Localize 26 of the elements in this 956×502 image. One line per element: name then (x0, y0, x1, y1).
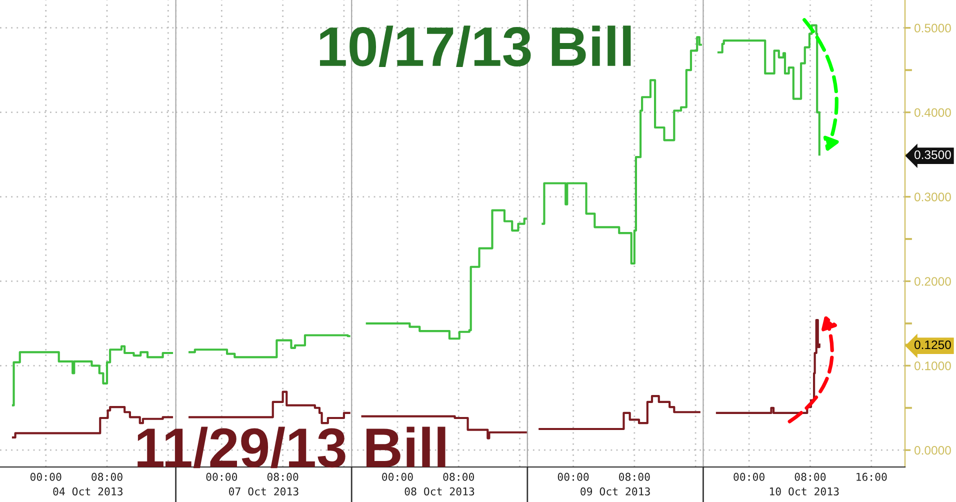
x-tick-label: 00:00 (30, 472, 62, 481)
x-tick-label: 00:00 (206, 472, 238, 481)
series-label: 10/17/13 Bill (320, 26, 631, 67)
x-axis-title: 09 Oct 2013 (580, 487, 650, 496)
y-tick-label: 0.3000 (914, 192, 951, 202)
x-tick-label: 08:00 (443, 472, 474, 481)
series-label: 11/29/13 Bill (138, 426, 446, 468)
y-tick-label: 0.0000 (914, 446, 951, 455)
x-tick-label: 08:00 (619, 472, 650, 481)
x-tick-label: 08:00 (267, 472, 298, 481)
x-axis-title: 04 Oct 2013 (53, 487, 123, 496)
x-axis-title: 10 Oct 2013 (770, 487, 839, 496)
x-tick-label: 00:00 (558, 472, 589, 481)
x-tick-label: 08:00 (92, 472, 122, 481)
y-tick-label: 0.3500 (914, 150, 951, 160)
x-axis-title: 07 Oct 2013 (228, 487, 298, 496)
x-tick-label: 00:00 (734, 472, 764, 481)
x-tick-label: 00:00 (382, 472, 413, 481)
x-tick-label: 16:00 (856, 472, 887, 481)
x-tick-label: 08:00 (794, 472, 826, 481)
y-tick-label: 0.1000 (914, 362, 951, 370)
x-axis-title: 08 Oct 2013 (404, 487, 474, 496)
y-tick-label: 0.2000 (914, 277, 951, 286)
y-tick-label: 0.4000 (914, 108, 951, 117)
y-tick-label: 0.5000 (914, 24, 951, 32)
y-tick-label: 0.1250 (914, 340, 951, 350)
